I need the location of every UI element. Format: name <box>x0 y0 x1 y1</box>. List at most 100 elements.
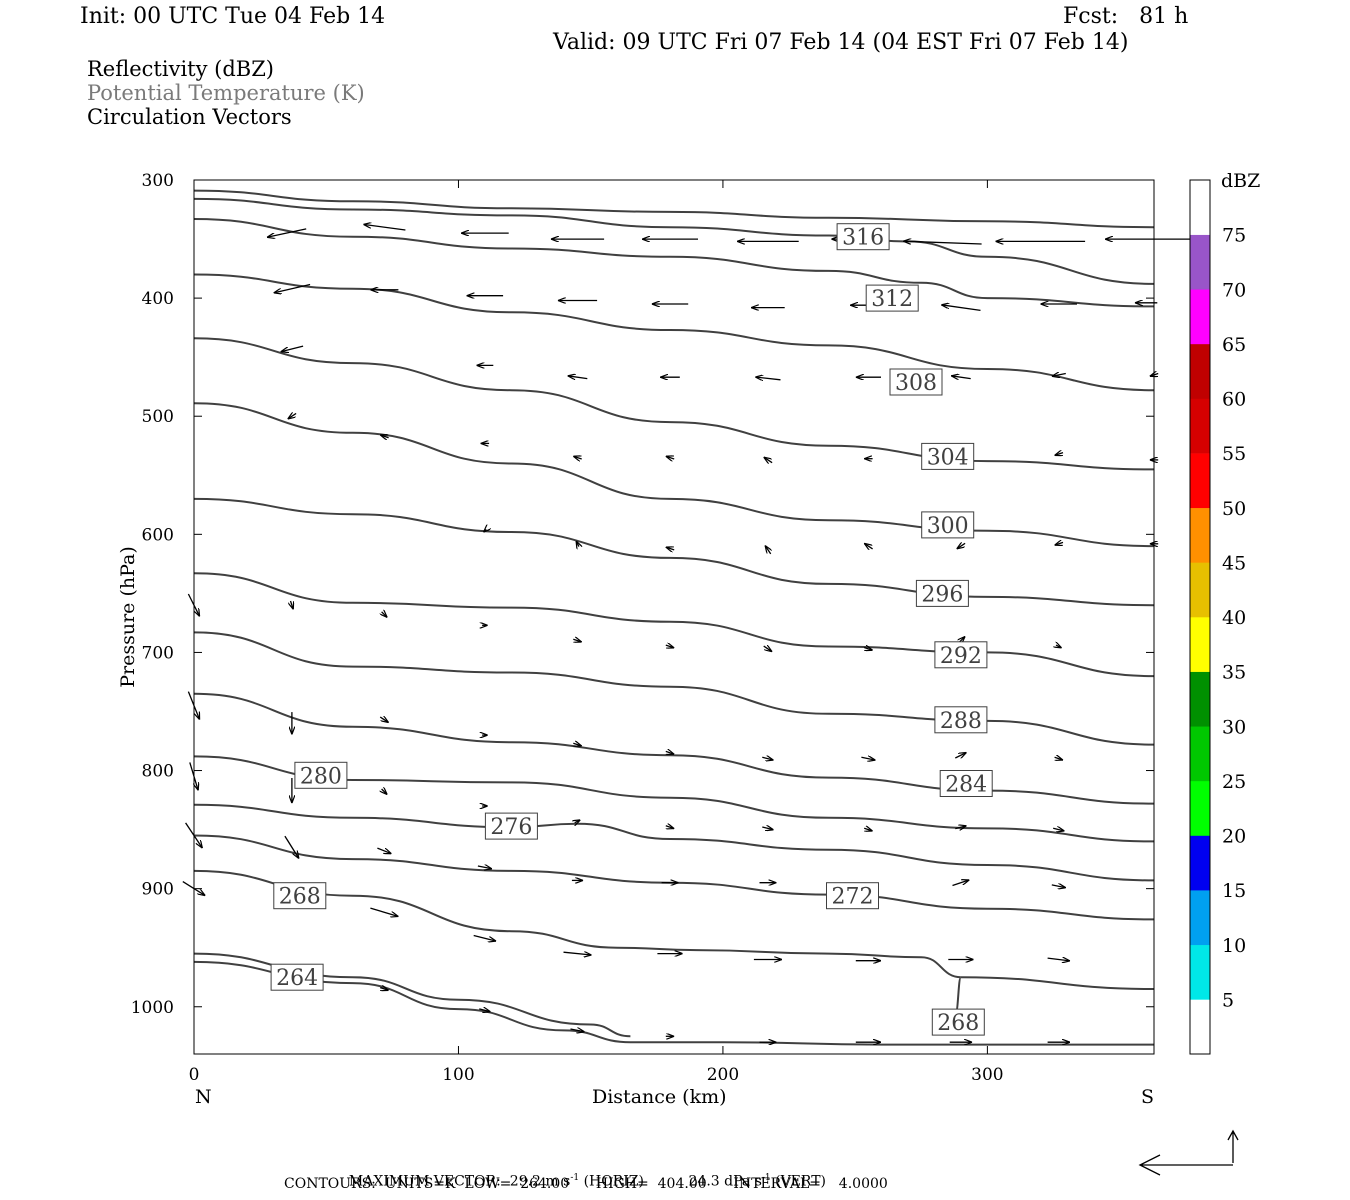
circulation-vector <box>576 541 579 547</box>
circulation-vector <box>267 228 307 237</box>
circulation-vector <box>952 880 970 887</box>
x-tick-label: 0 <box>189 1065 200 1085</box>
contour-label-box <box>921 442 975 470</box>
circulation-vector <box>382 612 388 618</box>
circulation-vector <box>377 847 391 854</box>
circulation-vector <box>1053 828 1064 831</box>
theta-contour-288 <box>193 631 1155 746</box>
south-label: S <box>1141 1086 1155 1108</box>
max-vector-horiz: 29.2 m s <box>509 1173 571 1190</box>
contour-label-272: 272 <box>826 882 879 910</box>
contour-label-268: 268 <box>273 882 327 910</box>
circulation-vector <box>288 413 297 419</box>
axes: 300 400 500 600 700 800 900 1000 0 100 200 300 <box>131 171 1154 1085</box>
y-tick-label: 400 <box>142 289 174 309</box>
colorbar-label: 60 <box>1222 389 1246 411</box>
colorbar-segment <box>1190 726 1210 782</box>
contour-label-text: 276 <box>490 815 532 840</box>
circulation-vector <box>1054 757 1063 760</box>
theta-contour-276 <box>193 803 1155 882</box>
circulation-vector <box>955 752 966 758</box>
x-tick-label: 100 <box>442 1065 474 1085</box>
contour-label-box <box>934 706 988 734</box>
contour-label-box <box>921 511 975 539</box>
theta-contour-296 <box>193 497 1155 607</box>
theta-contour-316 <box>193 189 1155 229</box>
circulation-vector <box>762 827 773 830</box>
y-axis-label: Pressure (hPa) <box>117 546 139 688</box>
colorbar-segment <box>1190 780 1210 836</box>
colorbar-segment <box>1190 343 1210 399</box>
y-tick-label: 300 <box>142 171 174 191</box>
colorbar-label: 35 <box>1222 662 1246 684</box>
circulation-vector <box>665 751 674 754</box>
circulation-vector <box>379 988 388 991</box>
max-vector-vert: 24.3 dPa s <box>688 1173 762 1190</box>
circulation-vector <box>955 826 966 829</box>
circulation-vector <box>479 1009 490 1012</box>
circulation-vector <box>379 717 388 723</box>
colorbar-label: 25 <box>1222 771 1246 793</box>
contour-label-box <box>294 761 348 789</box>
y-tick-label: 600 <box>142 525 174 545</box>
vert-tag: (VERT) <box>775 1173 826 1190</box>
contour-label-box <box>826 882 879 910</box>
colorbar-segment <box>1190 835 1210 891</box>
init-time: Init: 00 UTC Tue 04 Feb 14 <box>80 4 386 29</box>
y-tick-label: 900 <box>142 880 174 900</box>
colorbar-segment <box>1190 180 1210 235</box>
circulation-vector <box>573 639 581 642</box>
circulation-vector <box>1051 885 1066 888</box>
circulation-vector <box>957 543 966 549</box>
colorbar-segment <box>1190 398 1210 454</box>
circulation-vector <box>563 952 592 955</box>
colorbar-label: 40 <box>1222 607 1246 629</box>
circulation-vector <box>570 1029 585 1032</box>
x-axis-label: Distance (km) <box>592 1086 727 1108</box>
contour-label-box <box>836 223 890 251</box>
contour-label-box <box>939 770 993 797</box>
colorbar-segment <box>1190 999 1210 1055</box>
theta-contour-264 <box>193 952 631 1038</box>
colorbar: 5 10 15 20 25 30 35 40 45 50 55 60 65 70 75 dBZ <box>1189 170 1260 1055</box>
colorbar-segment <box>1190 671 1210 727</box>
circulation-vector <box>764 457 773 463</box>
contour-label-text: 308 <box>895 371 937 396</box>
contour-label-box <box>931 1008 985 1036</box>
circulation-vector <box>382 789 388 795</box>
colorbar-label: 70 <box>1222 279 1246 301</box>
contour-label-268: 268 <box>931 1008 985 1036</box>
contour-label-text: 312 <box>871 287 913 312</box>
contour-label-276: 276 <box>484 812 538 840</box>
contour-labels: 316 312 308 304 300 296 292 288 284 280 276 272 268 2… <box>270 223 993 1036</box>
horiz-exponent: -1 <box>570 1173 580 1183</box>
max-vector-label: MAXIMUM VECTOR: <box>348 1173 501 1190</box>
contour-label-box <box>889 368 943 396</box>
contour-label-text: 268 <box>279 885 321 910</box>
contour-label-316: 316 <box>836 223 890 251</box>
colorbar-segment <box>1190 617 1210 672</box>
contour-label-308: 308 <box>889 368 943 396</box>
valid-time: Valid: 09 UTC Fri 07 Feb 14 (04 EST Fri … <box>553 30 1129 55</box>
contour-label-296: 296 <box>915 579 969 607</box>
circulation-vector <box>1047 958 1070 961</box>
legend-reflectivity: Reflectivity (dBZ) <box>87 57 275 81</box>
horiz-tag: (HORIZ) <box>583 1173 644 1190</box>
colorbar-label: 45 <box>1222 552 1246 574</box>
contour-label-box <box>934 641 988 669</box>
colorbar-label: 30 <box>1222 716 1246 738</box>
colorbar-segment <box>1190 289 1210 345</box>
circulation-vector <box>765 546 771 555</box>
circulation-vector <box>665 826 674 829</box>
theta-contour-268 <box>193 869 962 1014</box>
theta-contour-292 <box>193 572 1155 678</box>
y-tick-label: 700 <box>142 643 174 663</box>
contour-label-text: 284 <box>945 773 987 798</box>
circulation-vector <box>903 241 982 245</box>
plot-frame <box>193 179 1155 1055</box>
contour-label-text: 292 <box>940 644 982 669</box>
circulation-vector <box>941 305 981 312</box>
reference-vector <box>1138 1129 1239 1176</box>
y-tick-label: 500 <box>142 407 174 427</box>
